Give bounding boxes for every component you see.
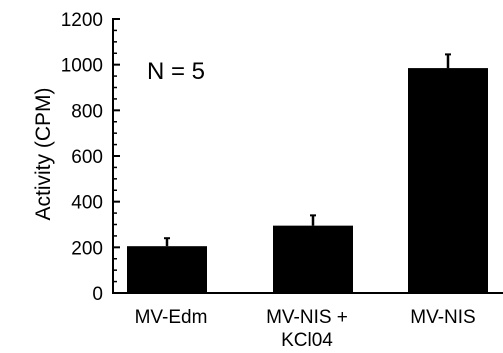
bar-1 [127, 246, 207, 293]
y-tick-label-800: 800 [71, 101, 103, 122]
bar-3 [408, 68, 488, 293]
x-category-label-2-line-1: MV-NIS + [266, 307, 348, 328]
y-tick-label-200: 200 [71, 238, 103, 259]
y-tick-label-600: 600 [71, 147, 103, 168]
bar-2 [273, 225, 353, 293]
y-tick-label-400: 400 [71, 193, 103, 214]
x-category-label-2-line-2: KCl04 [281, 330, 333, 351]
y-axis-label: Activity (CPM) [32, 88, 55, 221]
annotation-n: N = 5 [147, 58, 205, 85]
y-tick-label-1000: 1000 [61, 56, 103, 77]
x-category-label-1: MV-Edm [135, 307, 208, 328]
x-category-label-3: MV-NIS [410, 307, 475, 328]
y-tick-label-0: 0 [92, 284, 103, 305]
y-tick-label-1200: 1200 [61, 10, 103, 31]
